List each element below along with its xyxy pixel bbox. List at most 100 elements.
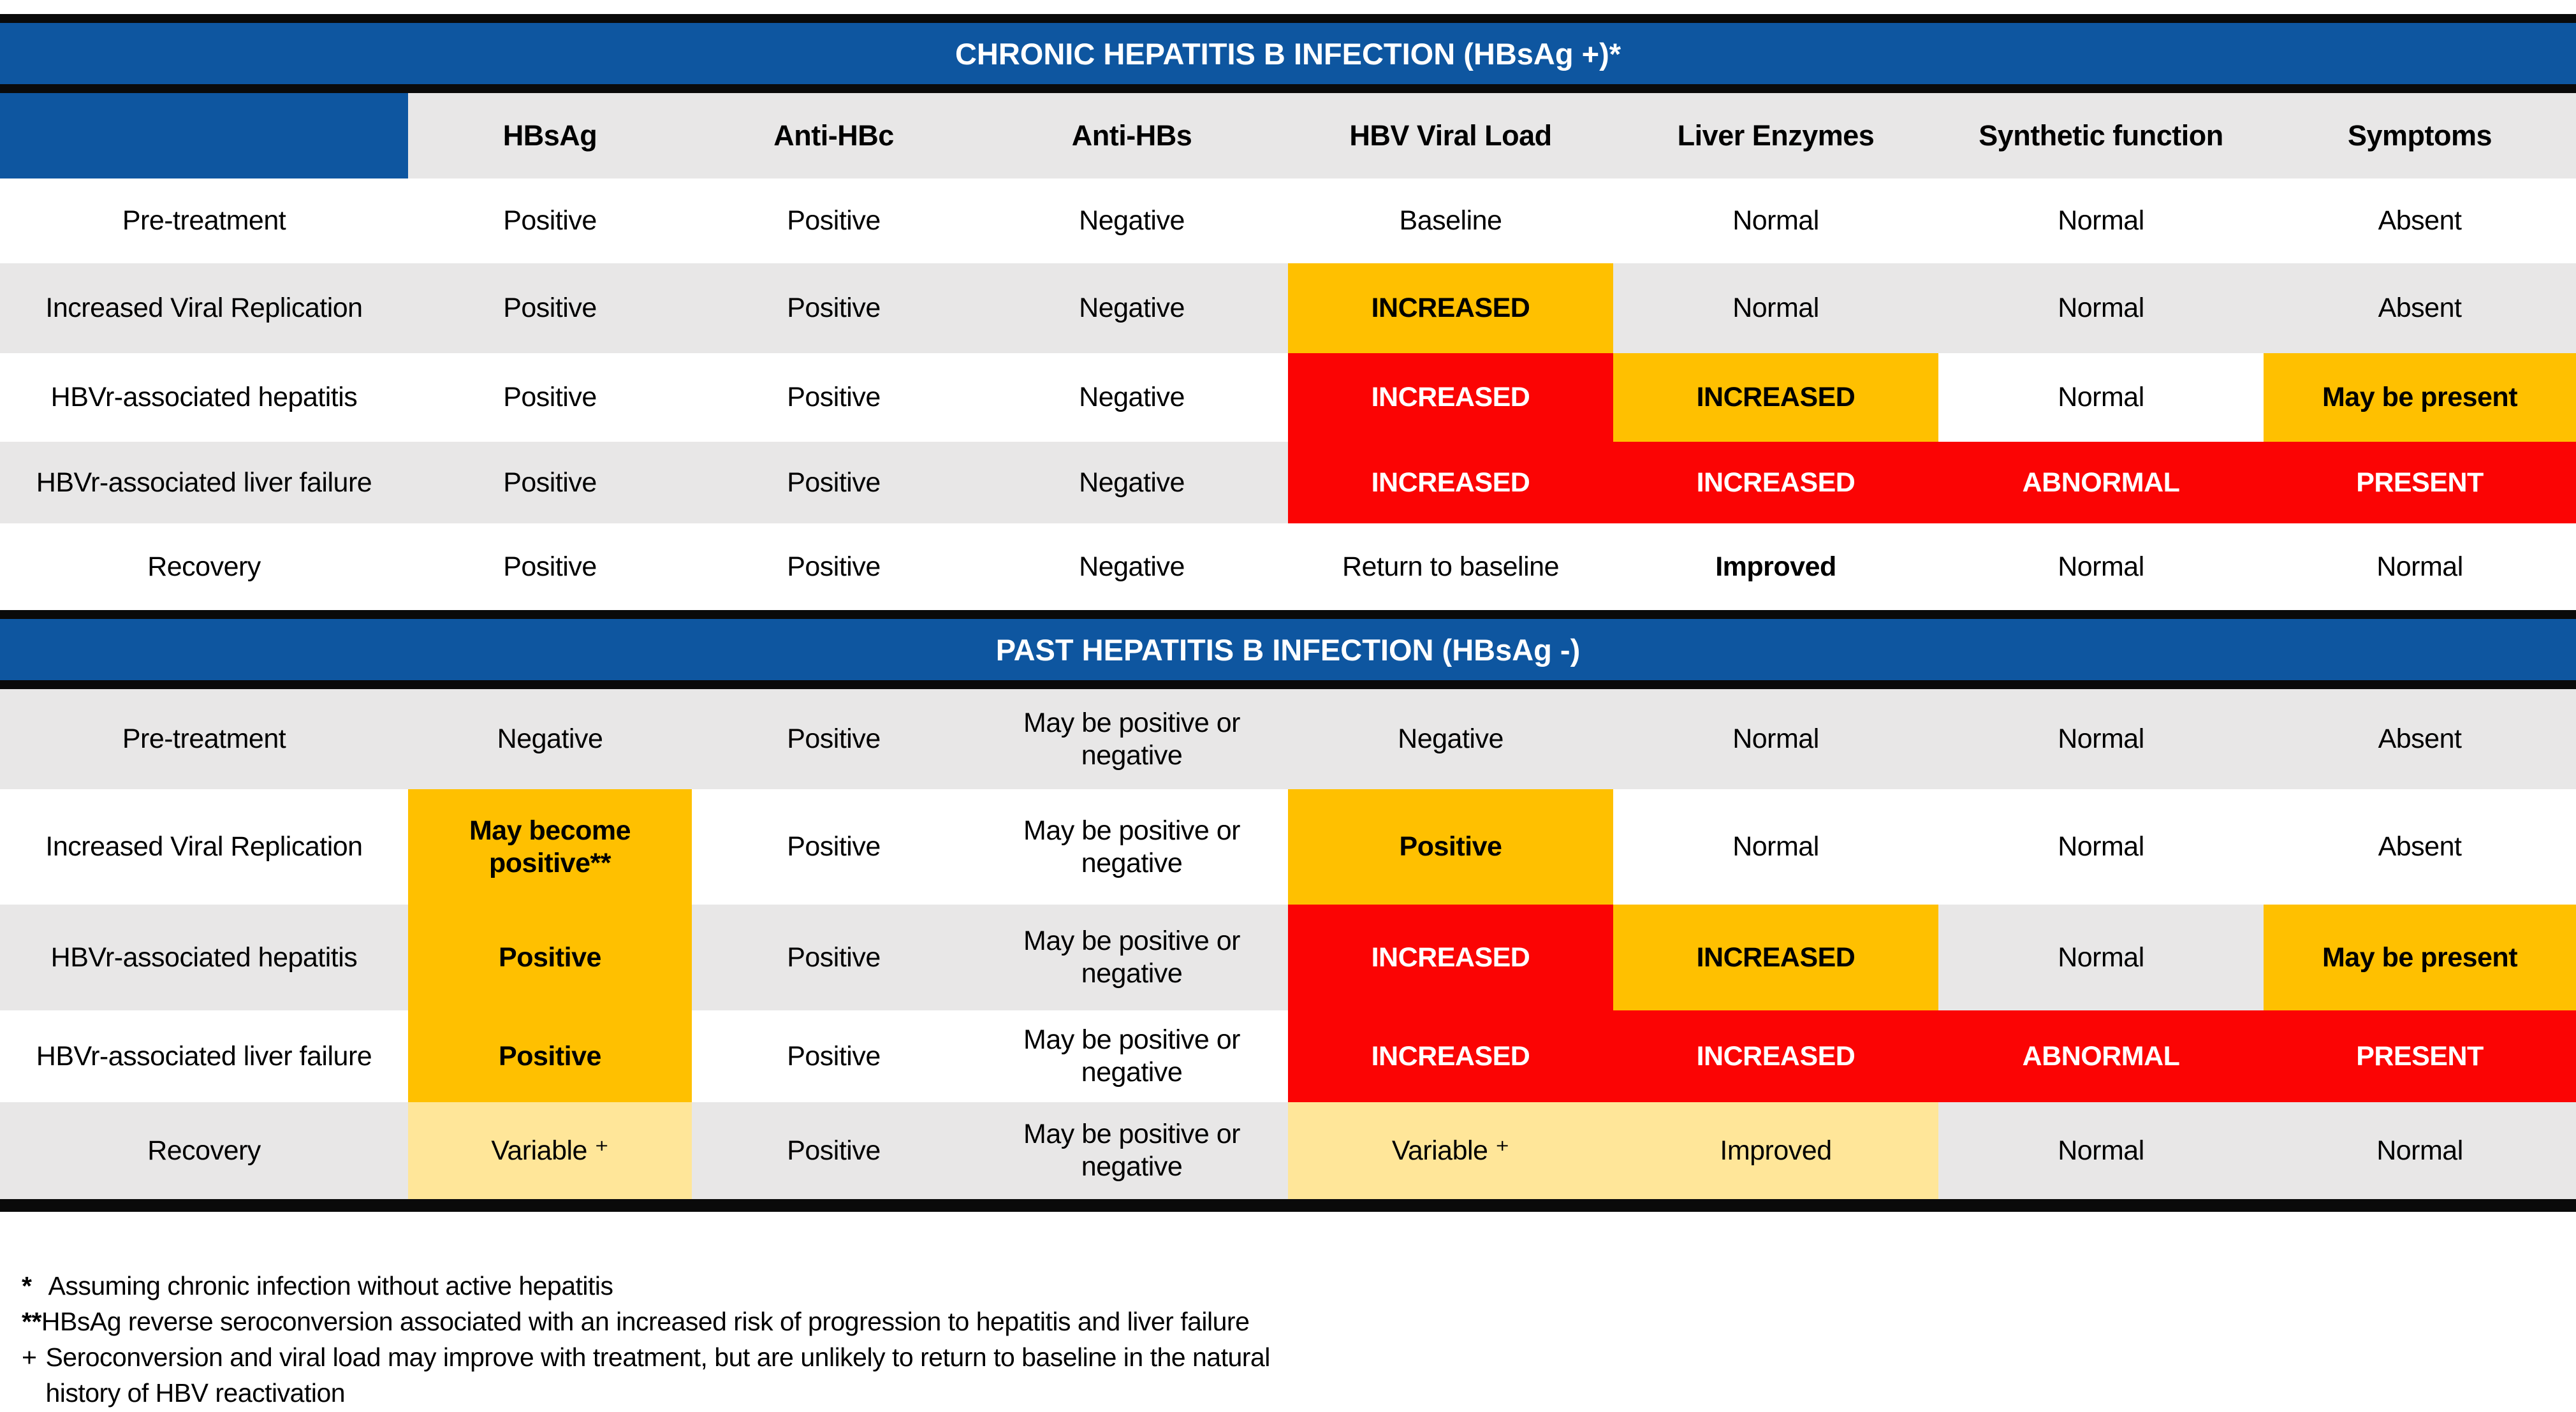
chronic-table-title-bar: CHRONIC HEPATITIS B INFECTION (HBsAg +)*: [0, 14, 2576, 93]
cell-synthetic-function: Normal: [1938, 689, 2264, 789]
cell-hbsag: Positive: [408, 442, 692, 523]
cell-liver-enzymes: INCREASED: [1613, 1010, 1938, 1102]
footnote-text: HBsAg reverse seroconversion associated …: [41, 1307, 1250, 1336]
cell-liver-enzymes: INCREASED: [1613, 442, 1938, 523]
cell-viral-load: Baseline: [1399, 205, 1502, 237]
cell-anti-hbs: May be positive or negative: [976, 689, 1288, 789]
table-row: HBVr-associated hepatitis Positive Posit…: [0, 353, 2576, 442]
header-corner-cell: [0, 93, 408, 178]
cell-liver-enzymes: Normal: [1732, 831, 1819, 862]
past-table: Pre-treatment Negative Positive May be p…: [0, 689, 2576, 1212]
chronic-table: HBsAg Anti-HBc Anti-HBs HBV Viral Load L…: [0, 93, 2576, 610]
cell-symptoms: Absent: [2378, 205, 2462, 237]
table-row: Increased Viral Replication Positive Pos…: [0, 263, 2576, 353]
cell-symptoms: Absent: [2264, 263, 2576, 353]
past-table-title: PAST HEPATITIS B INFECTION (HBsAg -): [995, 632, 1581, 667]
cell-viral-load: INCREASED: [1288, 905, 1613, 1010]
cell-symptoms: May be present: [2264, 905, 2576, 1010]
cell-synthetic-function: Normal: [2058, 382, 2144, 413]
row-label: Recovery: [0, 1102, 408, 1199]
cell-anti-hbc: Positive: [787, 1040, 881, 1072]
cell-symptoms: Normal: [2264, 1102, 2576, 1199]
row-label: Increased Viral Replication: [45, 831, 363, 862]
cell-synthetic-function: Normal: [1938, 905, 2264, 1010]
column-header-liver-enzymes: Liver Enzymes: [1613, 93, 1938, 178]
cell-hbsag: May become positive**: [408, 789, 692, 905]
row-label: HBVr-associated liver failure: [0, 442, 408, 523]
table-row: HBVr-associated hepatitis Positive Posit…: [0, 905, 2576, 1010]
cell-liver-enzymes: INCREASED: [1613, 905, 1938, 1010]
past-table-title-bar: PAST HEPATITIS B INFECTION (HBsAg -): [0, 610, 2576, 689]
cell-viral-load: INCREASED: [1288, 263, 1613, 353]
row-label: Increased Viral Replication: [0, 263, 408, 353]
cell-anti-hbs: Negative: [976, 263, 1288, 353]
column-header-symptoms: Symptoms: [2264, 93, 2576, 178]
column-header-anti-hbs: Anti-HBs: [976, 93, 1288, 178]
cell-anti-hbc: Positive: [692, 689, 976, 789]
column-header-hbv-viral-load: HBV Viral Load: [1288, 93, 1613, 178]
cell-hbsag: Negative: [408, 689, 692, 789]
cell-viral-load: Variable ⁺: [1288, 1102, 1613, 1199]
cell-hbsag: Positive: [503, 382, 597, 413]
row-label: Pre-treatment: [0, 689, 408, 789]
cell-hbsag: Positive: [408, 263, 692, 353]
row-label: Recovery: [147, 551, 261, 582]
cell-anti-hbc: Positive: [787, 831, 881, 862]
cell-hbsag: Positive: [408, 1010, 692, 1102]
cell-liver-enzymes: Normal: [1613, 689, 1938, 789]
table-row: Pre-treatment Negative Positive May be p…: [0, 689, 2576, 789]
cell-synthetic-function: ABNORMAL: [1938, 1010, 2264, 1102]
cell-viral-load: INCREASED: [1288, 442, 1613, 523]
cell-liver-enzymes: Improved: [1715, 551, 1836, 582]
cell-symptoms: PRESENT: [2264, 1010, 2576, 1102]
table-row: Recovery Variable ⁺ Positive May be posi…: [0, 1102, 2576, 1199]
cell-hbsag: Positive: [503, 205, 597, 237]
footnote-plus: + Seroconversion and viral load may impr…: [22, 1339, 2576, 1411]
cell-symptoms: Absent: [2264, 689, 2576, 789]
cell-anti-hbc: Positive: [692, 1102, 976, 1199]
cell-anti-hbs: May be positive or negative: [976, 1102, 1288, 1199]
cell-synthetic-function: Normal: [2058, 551, 2144, 582]
cell-hbsag: Positive: [503, 551, 597, 582]
cell-symptoms: Absent: [2378, 831, 2462, 862]
footnote-asterisk: * Assuming chronic infection without act…: [22, 1268, 2576, 1304]
cell-viral-load: Negative: [1288, 689, 1613, 789]
cell-symptoms: PRESENT: [2264, 442, 2576, 523]
cell-anti-hbs: Negative: [1079, 205, 1185, 237]
cell-symptoms: Normal: [2376, 551, 2463, 582]
row-label: Pre-treatment: [122, 205, 286, 237]
footnote-marker: **: [22, 1307, 41, 1336]
chronic-header-row: HBsAg Anti-HBc Anti-HBs HBV Viral Load L…: [0, 93, 2576, 178]
cell-liver-enzymes: Improved: [1613, 1102, 1938, 1199]
cell-anti-hbs: Negative: [1079, 382, 1185, 413]
cell-viral-load: Positive: [1288, 789, 1613, 905]
table-row: Increased Viral Replication May become p…: [0, 789, 2576, 905]
cell-synthetic-function: ABNORMAL: [1938, 442, 2264, 523]
row-label: HBVr-associated hepatitis: [0, 905, 408, 1010]
footnote-marker: *: [22, 1271, 32, 1300]
cell-anti-hbs: May be positive or negative: [976, 905, 1288, 1010]
cell-synthetic-function: Normal: [2058, 205, 2144, 237]
chronic-table-title: CHRONIC HEPATITIS B INFECTION (HBsAg +)*: [955, 36, 1621, 71]
cell-anti-hbs: Negative: [1079, 551, 1185, 582]
cell-synthetic-function: Normal: [1938, 1102, 2264, 1199]
cell-anti-hbs: May be positive or negative: [1023, 1024, 1240, 1088]
table-row: HBVr-associated liver failure Positive P…: [0, 442, 2576, 523]
table-row: Pre-treatment Positive Positive Negative…: [0, 178, 2576, 263]
footnotes: * Assuming chronic infection without act…: [0, 1268, 2576, 1411]
column-header-synthetic-function: Synthetic function: [1938, 93, 2264, 178]
footnote-marker: +: [22, 1343, 37, 1372]
cell-viral-load: INCREASED: [1288, 353, 1613, 442]
column-header-anti-hbc: Anti-HBc: [692, 93, 976, 178]
cell-liver-enzymes: Normal: [1613, 263, 1938, 353]
footnote-double-asterisk: ** HBsAg reverse seroconversion associat…: [22, 1304, 2576, 1339]
table-row: HBVr-associated liver failure Positive P…: [0, 1010, 2576, 1102]
cell-anti-hbc: Positive: [787, 382, 881, 413]
row-label: HBVr-associated hepatitis: [50, 382, 358, 413]
cell-viral-load: Return to baseline: [1342, 551, 1560, 582]
cell-synthetic-function: Normal: [2058, 831, 2144, 862]
cell-symptoms: May be present: [2264, 353, 2576, 442]
cell-anti-hbc: Positive: [692, 905, 976, 1010]
footnote-text: Assuming chronic infection without activ…: [48, 1271, 613, 1300]
